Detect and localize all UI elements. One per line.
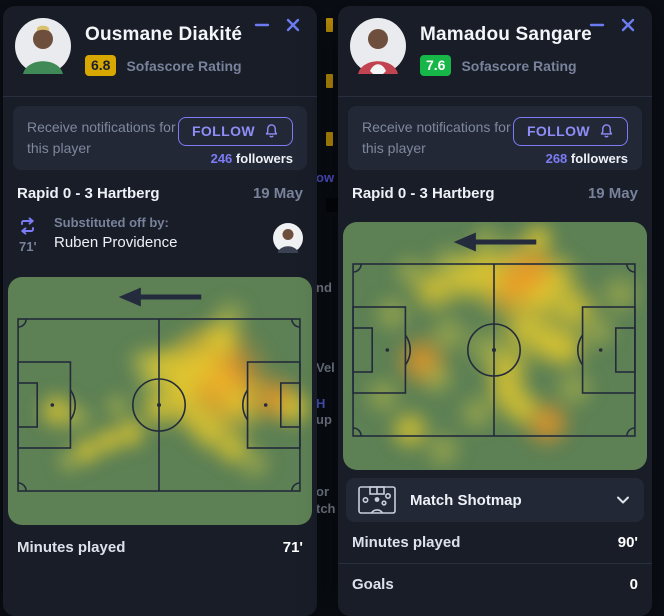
- match-title: Rapid 0 - 3 Hartberg: [17, 185, 160, 202]
- substitution-minute: 71': [19, 239, 37, 254]
- followers-count: 268 followers: [545, 151, 628, 166]
- substitute-avatar[interactable]: [273, 223, 303, 253]
- notification-text: Receive notifications for this player: [27, 119, 176, 156]
- substitution-label: Substituted off by:: [54, 215, 169, 230]
- match-row[interactable]: Rapid 0 - 3 Hartberg 19 May: [352, 185, 638, 202]
- player-card-right: Mamadou Sangare 7.6 Sofascore Rating Rec…: [338, 6, 652, 616]
- player-name: Mamadou Sangare: [420, 24, 592, 45]
- player-header: Mamadou Sangare 7.6 Sofascore Rating: [338, 6, 652, 97]
- player-avatar: [350, 18, 406, 74]
- followers-count: 246 followers: [210, 151, 293, 166]
- substitution-row: 71' Substituted off by: Ruben Providence: [17, 215, 303, 263]
- shotmap-icon: [358, 486, 396, 514]
- stat-row-minutes-played: Minutes played 71': [17, 539, 303, 556]
- notification-text: Receive notifications for this player: [362, 119, 511, 156]
- substitution-player-name[interactable]: Ruben Providence: [54, 234, 178, 251]
- rating-badge: 7.6: [420, 55, 452, 76]
- match-shotmap-toggle[interactable]: Match Shotmap: [346, 478, 644, 522]
- substitution-icon: [21, 217, 34, 235]
- follow-button[interactable]: FOLLOW: [177, 117, 293, 146]
- stat-row-minutes-played: Minutes played 90': [338, 522, 652, 564]
- rating-label: Sofascore Rating: [461, 57, 577, 74]
- shotmap-label: Match Shotmap: [410, 491, 522, 509]
- player-avatar: [15, 18, 71, 74]
- rating-label: Sofascore Rating: [126, 57, 242, 74]
- match-title: Rapid 0 - 3 Hartberg: [352, 185, 495, 202]
- follow-section: Receive notifications for this player FO…: [13, 106, 307, 170]
- player-name: Ousmane Diakité: [85, 24, 243, 45]
- minimize-icon[interactable]: [253, 16, 271, 34]
- match-date: 19 May: [252, 185, 303, 202]
- bell-icon: [265, 124, 278, 138]
- minimize-icon[interactable]: [588, 16, 606, 34]
- player-card-left: Ousmane Diakité 6.8 Sofascore Rating Rec…: [3, 6, 317, 616]
- player-header: Ousmane Diakité 6.8 Sofascore Rating: [3, 6, 317, 97]
- pitch-lines: [17, 287, 301, 492]
- player-heatmap: [343, 222, 647, 470]
- rating-badge: 6.8: [85, 55, 117, 76]
- stat-row-goals: Goals 0: [352, 576, 638, 593]
- match-row[interactable]: Rapid 0 - 3 Hartberg 19 May: [17, 185, 303, 202]
- bell-icon: [600, 124, 613, 138]
- chevron-down-icon[interactable]: [614, 491, 632, 509]
- match-date: 19 May: [587, 185, 638, 202]
- attack-direction-arrow: [453, 232, 476, 252]
- follow-button[interactable]: FOLLOW: [512, 117, 628, 146]
- player-heatmap: [8, 277, 312, 525]
- follow-section: Receive notifications for this player FO…: [348, 106, 642, 170]
- pitch-lines: [352, 232, 636, 437]
- attack-direction-arrow: [118, 287, 141, 307]
- close-icon[interactable]: [284, 16, 302, 34]
- close-icon[interactable]: [619, 16, 637, 34]
